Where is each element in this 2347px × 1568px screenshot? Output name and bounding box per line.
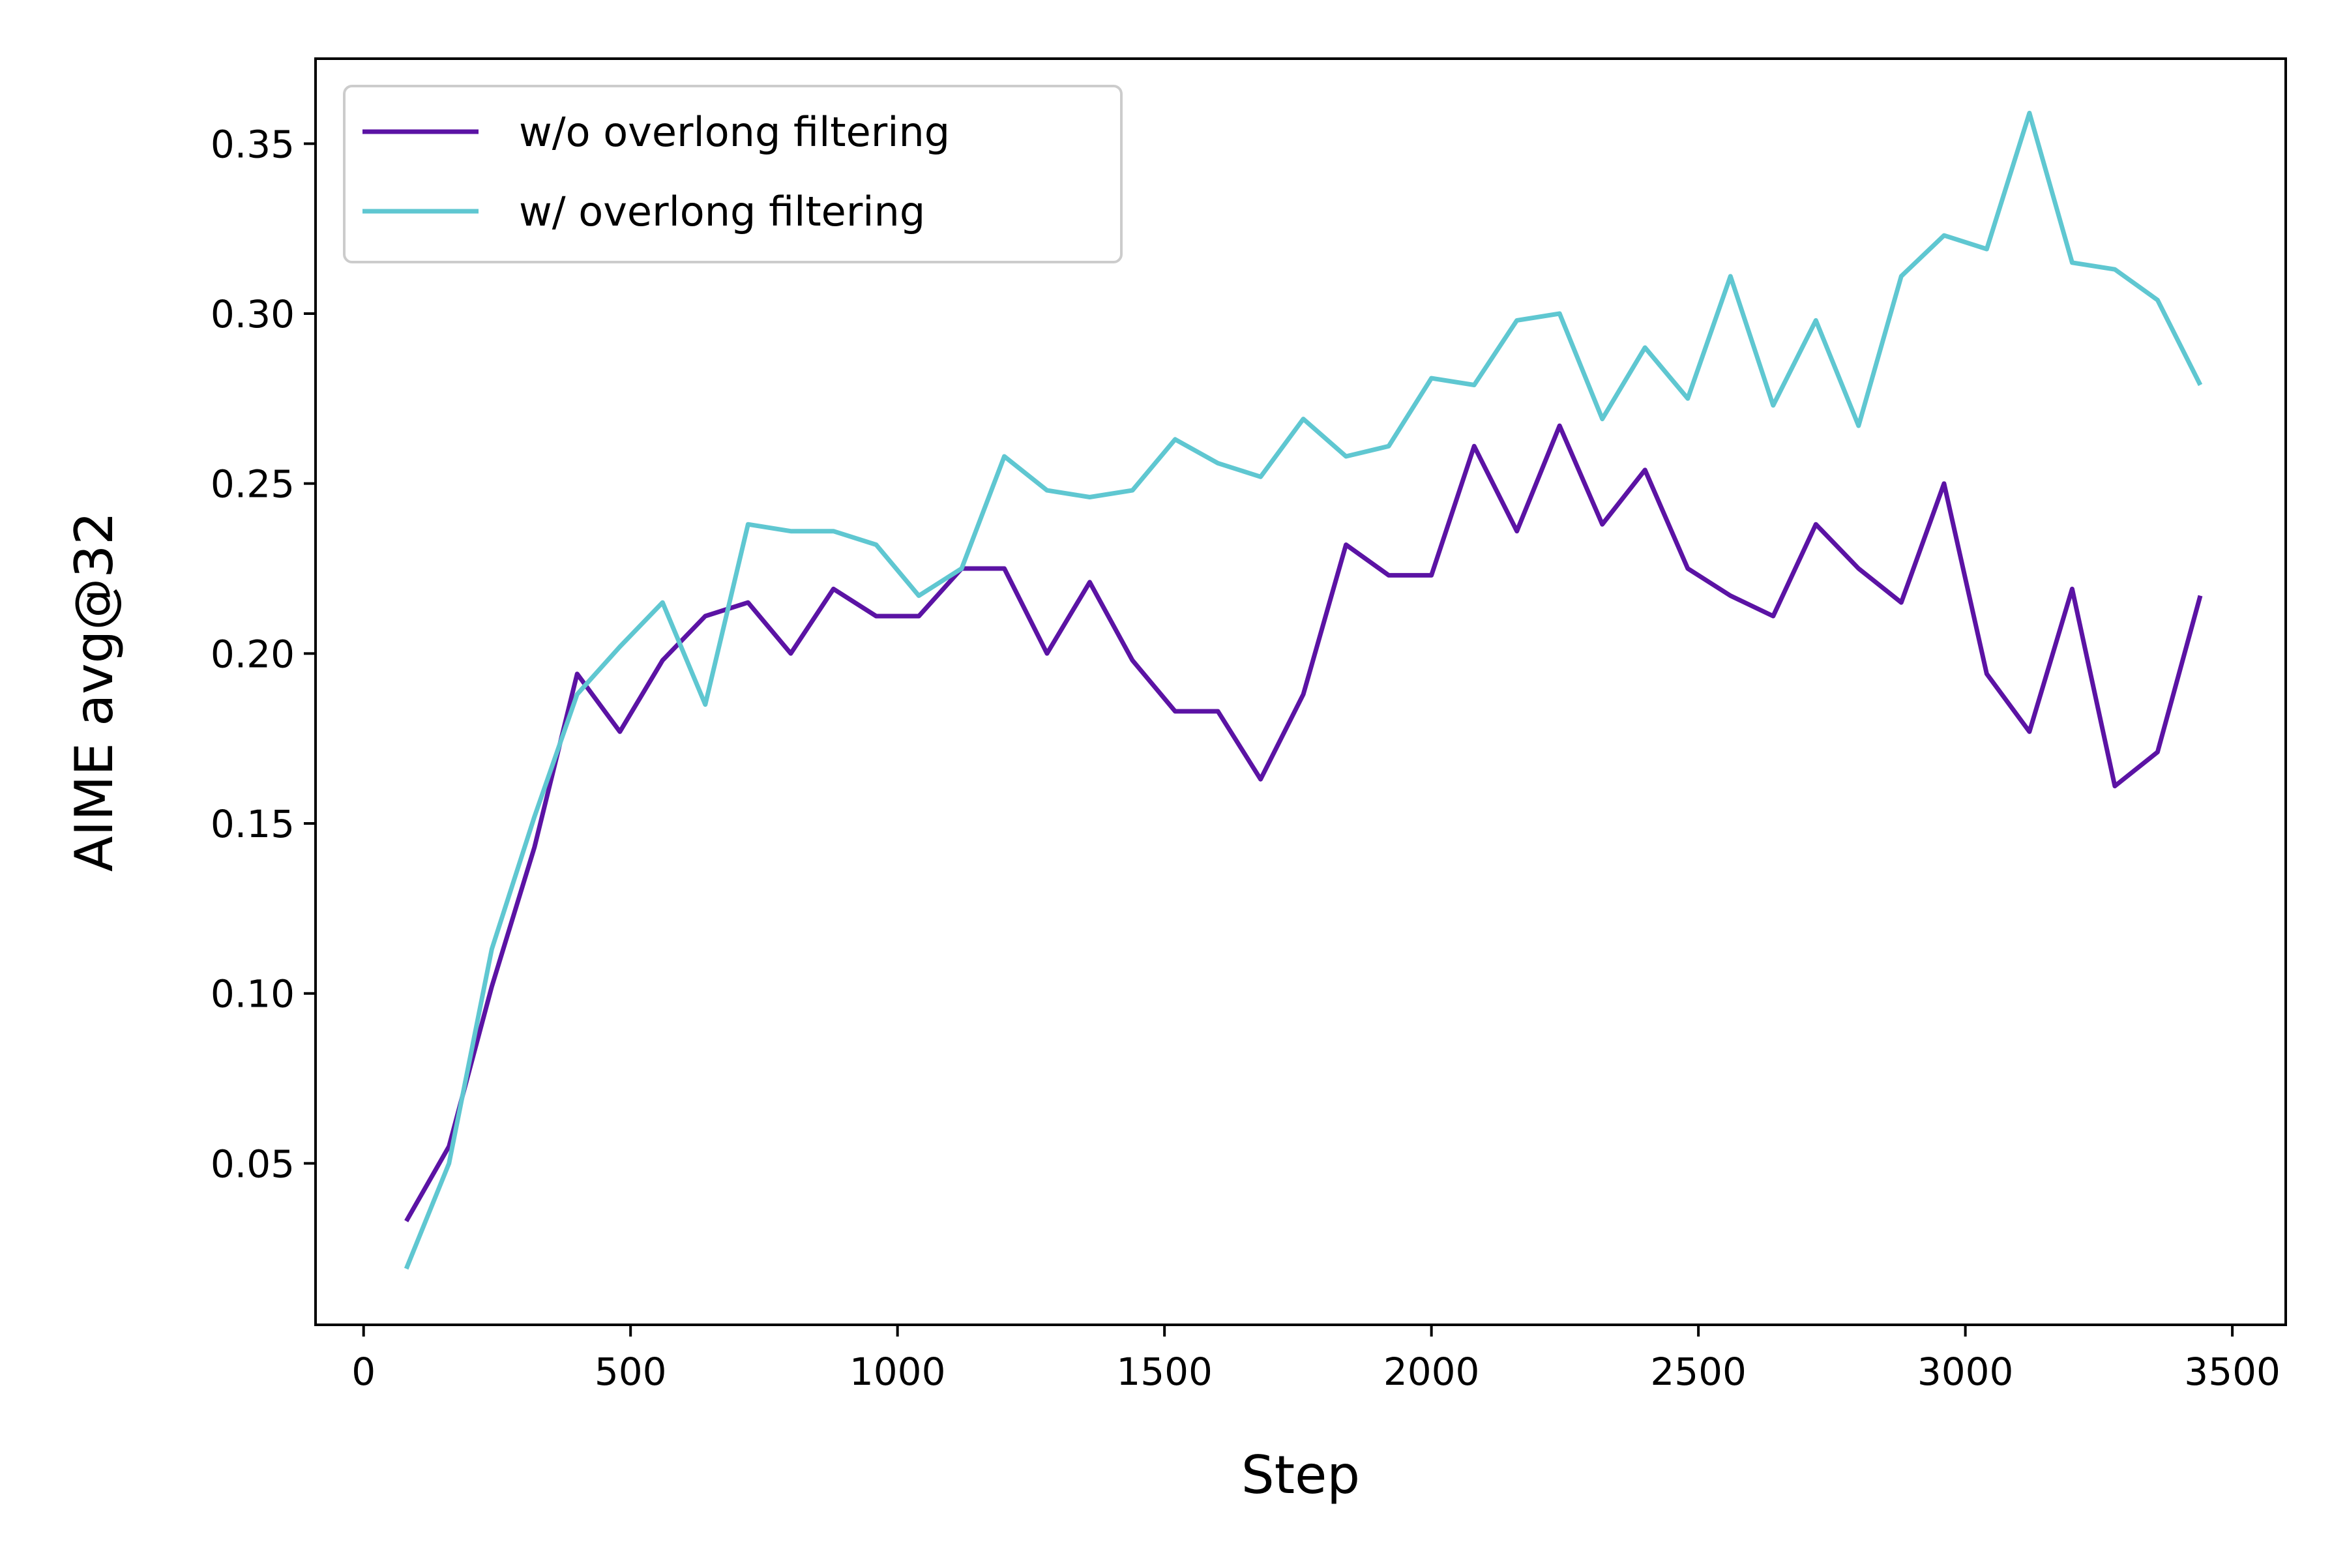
x-tick-label: 2500 xyxy=(1650,1350,1747,1394)
y-tick-label: 0.15 xyxy=(211,802,295,846)
y-tick-label: 0.20 xyxy=(211,632,295,676)
y-tick-label: 0.10 xyxy=(211,972,295,1016)
x-tick-label: 3000 xyxy=(1917,1350,2014,1394)
plot-frame xyxy=(314,57,2287,1326)
x-tick-label: 500 xyxy=(595,1350,667,1394)
x-tick-label: 3500 xyxy=(2184,1350,2281,1394)
legend-label-without-filtering: w/o overlong filtering xyxy=(519,108,950,156)
y-tick-label: 0.25 xyxy=(211,462,295,507)
x-tick-label: 2000 xyxy=(1383,1350,1480,1394)
legend-frame xyxy=(343,85,1123,263)
plot-marks xyxy=(404,110,2203,1270)
legend-label-with-filtering: w/ overlong filtering xyxy=(519,188,925,235)
x-tick-label: 1500 xyxy=(1116,1350,1213,1394)
x-axis-label: Step xyxy=(1241,1445,1360,1505)
x-tick-label: 0 xyxy=(351,1350,376,1394)
x-tick-label: 1000 xyxy=(849,1350,946,1394)
series-line-0 xyxy=(404,423,2203,1222)
y-tick-label: 0.30 xyxy=(211,292,295,336)
x-axis-ticks: 0 500 1000 1500 2000 2500 3000 3500 xyxy=(351,1325,2281,1394)
y-tick-label: 0.05 xyxy=(211,1142,295,1186)
y-axis-label: AIME avg@32 xyxy=(64,512,125,872)
legend: w/o overlong filtering w/ overlong filte… xyxy=(343,85,1123,263)
y-axis-ticks: 0.05 0.10 0.15 0.20 0.25 0.30 0.35 xyxy=(211,122,316,1186)
y-tick-label: 0.35 xyxy=(211,122,295,166)
series-line-1 xyxy=(404,110,2203,1270)
